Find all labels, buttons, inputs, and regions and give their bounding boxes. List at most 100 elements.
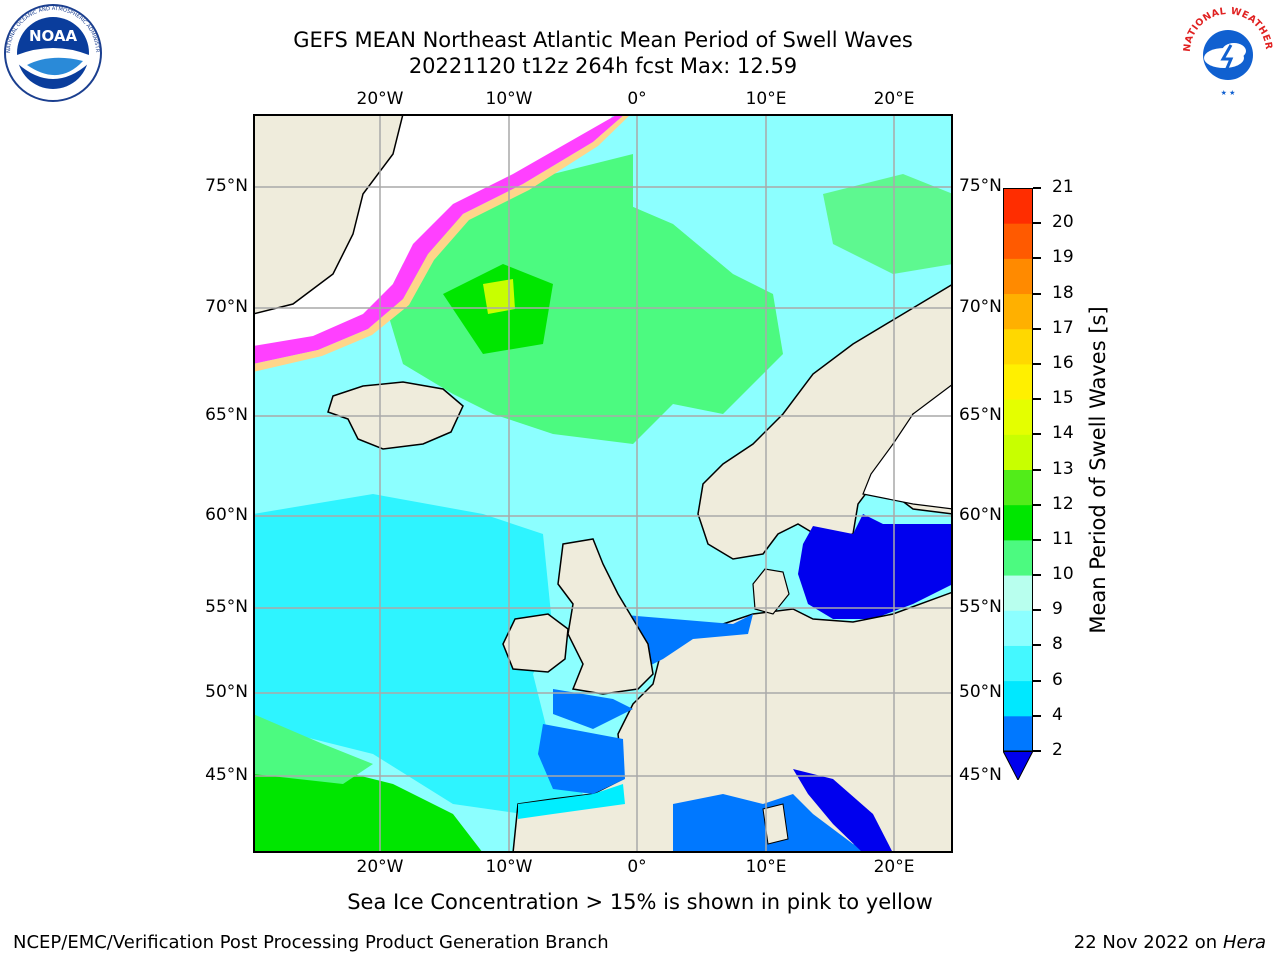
- lat-label-right: 70°N: [959, 297, 1002, 317]
- colorbar-tick-label: 15: [1052, 388, 1074, 409]
- noaa-logo: NOAA NATIONAL OCEANIC AND ATMOSPHERIC AD…: [3, 3, 102, 102]
- colorbar-segment: [1003, 645, 1033, 682]
- chart-subtitle: 20221120 t12z 264h fcst Max: 12.59: [408, 54, 798, 78]
- colorbar-segment: [1003, 469, 1033, 506]
- svg-text:NOAA: NOAA: [29, 27, 78, 45]
- colorbar-segment: [1003, 539, 1033, 576]
- lat-label-right: 75°N: [959, 176, 1002, 196]
- lat-label-left: 75°N: [205, 176, 248, 196]
- colorbar-tick-mark: [1033, 327, 1041, 330]
- lon-label-top: 10°W: [485, 89, 533, 109]
- colorbar-tick-mark: [1033, 609, 1041, 612]
- colorbar-tick-label: 10: [1052, 564, 1074, 585]
- lat-label-left: 60°N: [205, 505, 248, 525]
- colorbar-segment: [1003, 328, 1033, 365]
- lat-label-right: 60°N: [959, 505, 1002, 525]
- lon-label-top: 10°E: [745, 89, 787, 109]
- colorbar-tick-label: 20: [1052, 212, 1074, 233]
- footer-credit: NCEP/EMC/Verification Post Processing Pr…: [13, 932, 609, 953]
- map-frame: [253, 114, 953, 853]
- colorbar-tick-label: 17: [1052, 317, 1074, 338]
- colorbar-segment: [1003, 293, 1033, 330]
- green-swell-southwest-edge: [253, 714, 373, 784]
- lat-label-left: 55°N: [205, 597, 248, 617]
- colorbar-tick-label: 11: [1052, 528, 1074, 549]
- sea-ice-pink-edge: [253, 114, 625, 364]
- footer-host: Hera: [1222, 932, 1266, 953]
- colorbar-tick-mark: [1033, 257, 1041, 260]
- colorbar-segment: [1003, 399, 1033, 435]
- colorbar-segment: [1003, 434, 1033, 470]
- denmark-land: [752, 568, 790, 615]
- footer-date: 22 Nov 2022 on Hera: [1074, 932, 1266, 953]
- lon-label-top: 20°W: [356, 89, 404, 109]
- colorbar-tick-mark: [1033, 574, 1041, 577]
- colorbar-tick-label: 19: [1052, 247, 1074, 268]
- colorbar-tick-mark: [1033, 292, 1041, 295]
- colorbar-tick-mark: [1033, 433, 1041, 436]
- adriatic-sea: [793, 769, 893, 853]
- colorbar-tick-label: 18: [1052, 282, 1074, 303]
- lat-label-right: 45°N: [959, 765, 1002, 785]
- colorbar-segment: [1003, 504, 1033, 541]
- colorbar: [1003, 188, 1033, 780]
- colorbar-tick-mark: [1033, 750, 1041, 752]
- colorbar-segment: [1003, 188, 1033, 224]
- lon-label-bottom: 0°: [627, 857, 647, 877]
- greenland-land: [253, 114, 404, 315]
- colorbar-segment: [1003, 363, 1033, 400]
- lat-label-left: 70°N: [205, 297, 248, 317]
- english-channel-blue: [553, 689, 633, 729]
- peak-swell-region: [483, 279, 515, 314]
- colorbar-tick-mark: [1033, 503, 1041, 506]
- colorbar-segment: [1003, 575, 1033, 611]
- lat-label-left: 50°N: [205, 682, 248, 702]
- green-swell-region-east: [823, 174, 953, 274]
- colorbar-tick-mark: [1033, 538, 1041, 541]
- lat-label-right: 50°N: [959, 682, 1002, 702]
- colorbar-tick-mark: [1033, 398, 1041, 401]
- colorbar-tick-mark: [1033, 468, 1041, 471]
- lon-label-bottom: 20°E: [873, 857, 915, 877]
- colorbar-tick-label: 14: [1052, 423, 1074, 444]
- green-swell-region-north: [443, 154, 633, 274]
- colorbar-tick-mark: [1033, 644, 1041, 647]
- colorbar-tick-label: 2: [1052, 740, 1063, 760]
- lon-label-bottom: 20°W: [356, 857, 404, 877]
- chart-title: GEFS MEAN Northeast Atlantic Mean Period…: [293, 28, 913, 52]
- colorbar-tick-mark: [1033, 362, 1041, 365]
- lat-label-left: 45°N: [205, 765, 248, 785]
- sea-ice-note: Sea Ice Concentration > 15% is shown in …: [347, 890, 933, 914]
- baltic-sea: [798, 514, 953, 619]
- colorbar-tick-label: 21: [1052, 177, 1074, 197]
- colorbar-tick-label: 13: [1052, 458, 1074, 479]
- lat-label-right: 55°N: [959, 597, 1002, 617]
- colorbar-border: [1003, 188, 1033, 752]
- colorbar-segment: [1003, 258, 1033, 295]
- colorbar-segment: [1003, 223, 1033, 259]
- lat-label-right: 65°N: [959, 405, 1002, 425]
- colorbar-segment: [1003, 715, 1033, 752]
- colorbar-tick-label: 12: [1052, 493, 1074, 514]
- lon-label-bottom: 10°E: [745, 857, 787, 877]
- nws-logo: NATIONAL WEATHER SERVICE ★ ★: [1179, 3, 1275, 99]
- colorbar-segment: [1003, 610, 1033, 646]
- colorbar-tick-label: 4: [1052, 704, 1063, 725]
- lat-label-left: 65°N: [205, 405, 248, 425]
- lon-label-bottom: 10°W: [485, 857, 533, 877]
- colorbar-tick-label: 16: [1052, 352, 1074, 373]
- colorbar-tick-label: 8: [1052, 634, 1063, 655]
- colorbar-label: Mean Period of Swell Waves [s]: [1086, 306, 1110, 634]
- iberia-coastal-cyan: [518, 784, 625, 819]
- great-britain-land: [557, 538, 654, 695]
- colorbar-underflow-arrow: [1003, 750, 1033, 780]
- colorbar-tick-mark: [1033, 187, 1041, 189]
- map-grid: [253, 114, 953, 853]
- footer-date-text: 22 Nov 2022 on: [1073, 932, 1218, 953]
- colorbar-tick-mark: [1033, 714, 1041, 717]
- colorbar-segment: [1003, 680, 1033, 717]
- svg-text:★ ★: ★ ★: [1221, 89, 1236, 97]
- sea-ice-yellow-edge: [253, 114, 631, 372]
- colorbar-tick-label: 9: [1052, 599, 1063, 620]
- lon-label-top: 20°E: [873, 89, 915, 109]
